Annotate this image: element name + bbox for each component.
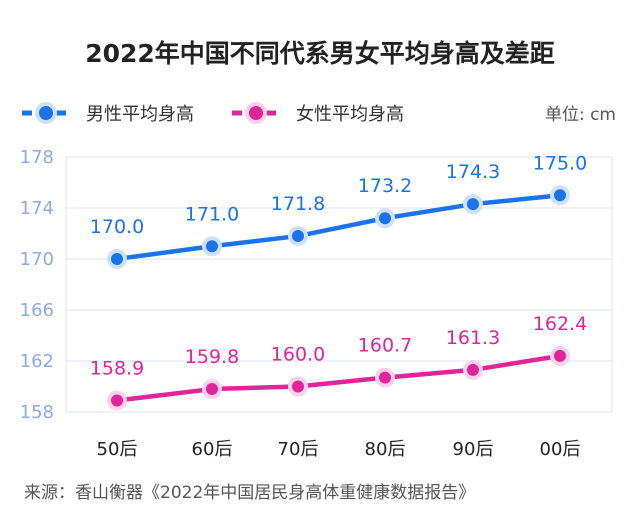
y-tick-label: 174 — [20, 198, 54, 219]
legend-label-male: 男性平均身高 — [86, 104, 194, 125]
data-label-female: 162.4 — [533, 313, 587, 335]
legend-item-female: 女性平均身高 — [232, 102, 404, 125]
data-label-male: 171.0 — [185, 203, 239, 225]
data-point-male — [375, 208, 395, 229]
data-point-female — [463, 359, 483, 380]
gridlines — [65, 156, 613, 413]
data-label-female: 159.8 — [185, 346, 239, 368]
source-note: 来源：香山衡器《2022年中国居民身高体重健康数据报告》 — [24, 483, 475, 503]
data-point-male — [107, 249, 127, 269]
x-tick-label: 00后 — [540, 439, 581, 460]
y-tick-label: 158 — [20, 402, 54, 423]
data-label-male: 170.0 — [90, 216, 144, 238]
x-tick-label: 90后 — [453, 439, 494, 460]
x-tick-label: 50后 — [97, 439, 138, 460]
data-point-female — [202, 379, 222, 400]
data-point-female — [550, 345, 570, 366]
data-point-female — [288, 376, 308, 397]
series-line-female — [116, 353, 561, 403]
chart-title: 2022年中国不同代系男女平均身高及差距 — [85, 39, 555, 68]
legend-item-male: 男性平均身高 — [22, 102, 194, 125]
x-tick-label: 60后 — [192, 439, 233, 460]
data-point-female — [107, 390, 127, 411]
data-label-male: 173.2 — [358, 175, 412, 197]
legend-label-female: 女性平均身高 — [296, 104, 404, 125]
data-point-male — [288, 226, 308, 247]
x-tick-label: 70后 — [278, 439, 319, 460]
series-line-male — [116, 193, 561, 262]
y-tick-label: 170 — [20, 249, 54, 270]
data-point-male — [463, 194, 483, 215]
y-tick-label: 178 — [20, 147, 54, 168]
y-tick-label: 166 — [20, 300, 54, 321]
y-tick-label: 162 — [20, 351, 54, 372]
data-label-female: 160.7 — [358, 335, 412, 357]
y-axis: 178 174 170 166 162 158 — [20, 147, 54, 423]
data-label-female: 160.0 — [271, 344, 325, 366]
data-label-male: 175.0 — [533, 152, 587, 174]
legend-marker-female — [245, 102, 267, 124]
data-label-female: 161.3 — [446, 327, 500, 349]
data-point-female — [375, 367, 395, 388]
data-label-female: 158.9 — [90, 358, 144, 380]
plot-area: 170.0 171.0 171.8 173.2 174.3 175.0 158.9 159.8… — [90, 152, 587, 411]
x-tick-label: 80后 — [365, 439, 406, 460]
legend-marker-male — [35, 102, 57, 124]
unit-label: 单位: cm — [545, 105, 616, 125]
data-label-male: 174.3 — [446, 161, 500, 183]
data-point-male — [202, 236, 222, 257]
data-label-male: 171.8 — [271, 193, 325, 215]
data-point-male — [550, 185, 570, 206]
x-axis: 50后 60后 70后 80后 90后 00后 — [97, 439, 581, 460]
